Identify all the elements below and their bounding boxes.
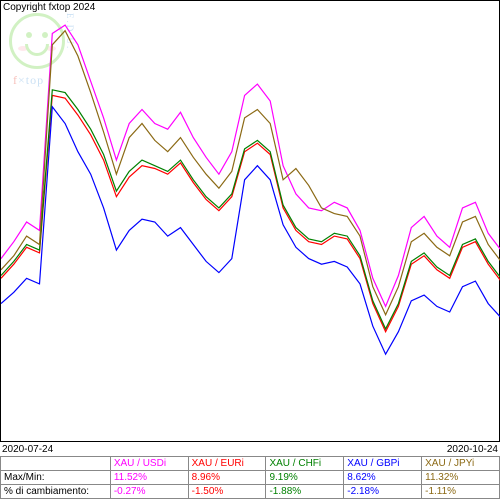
table-row: Max/Min:11.52%8.96%9.19%8.62%11.32% — [1, 471, 500, 485]
table-row-label: Max/Min: — [1, 471, 111, 485]
table-cell: -1.88% — [266, 485, 344, 499]
table-header-row: XAU / USDiXAU / EURiXAU / CHFiXAU / GBPi… — [1, 457, 500, 471]
chart-svg — [1, 1, 500, 443]
table-cell: 11.52% — [110, 471, 188, 485]
series-line — [1, 25, 500, 306]
table-cell: 8.96% — [188, 471, 266, 485]
table-cell: 8.62% — [344, 471, 422, 485]
table-row-label: % di cambiamento: — [1, 485, 111, 499]
summary-table: XAU / USDiXAU / EURiXAU / CHFiXAU / GBPi… — [0, 456, 500, 499]
x-axis-labels: 2020-07-24 2020-10-24 — [0, 444, 500, 456]
table-cell: 9.19% — [266, 471, 344, 485]
table-cell: -0.27% — [110, 485, 188, 499]
table-row: % di cambiamento:-0.27%-1.50%-1.88%-2.18… — [1, 485, 500, 499]
x-axis-start: 2020-07-24 — [2, 444, 53, 455]
copyright-text: Copyright fxtop 2024 — [3, 2, 95, 13]
chart-area: Copyright fxtop 2024 f×top E.D.U. — [0, 0, 500, 442]
table-header-cell: XAU / JPYi — [422, 457, 500, 471]
table-header-cell: XAU / USDi — [110, 457, 188, 471]
table-cell: -1.50% — [188, 485, 266, 499]
table-header-cell — [1, 457, 111, 471]
table-cell: -2.18% — [344, 485, 422, 499]
table-header-cell: XAU / CHFi — [266, 457, 344, 471]
table-header-cell: XAU / EURi — [188, 457, 266, 471]
table-cell: 11.32% — [422, 471, 500, 485]
series-line — [1, 107, 500, 355]
x-axis-end: 2020-10-24 — [447, 444, 498, 455]
table-cell: -1.11% — [422, 485, 500, 499]
table-header-cell: XAU / GBPi — [344, 457, 422, 471]
series-line — [1, 90, 500, 329]
